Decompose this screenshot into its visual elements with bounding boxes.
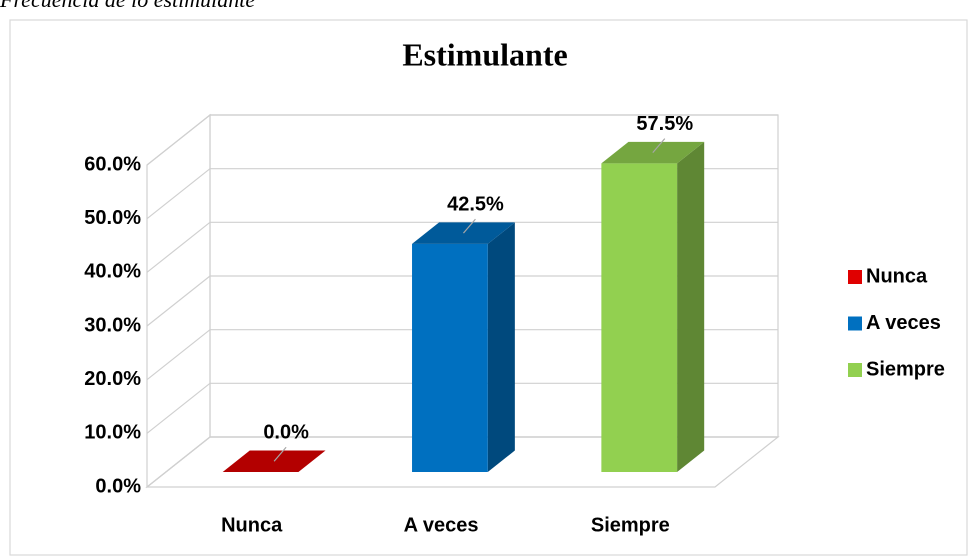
y-tick-label: 0.0% xyxy=(95,475,141,497)
grid-line xyxy=(146,114,778,166)
bar-side xyxy=(677,141,705,472)
bar-front xyxy=(412,243,488,472)
leader-line xyxy=(652,138,666,154)
y-tick-label: 40.0% xyxy=(84,261,141,283)
legend-label: Siempre xyxy=(866,358,945,380)
x-tick-label: A veces xyxy=(404,514,479,536)
bar-front xyxy=(601,163,678,472)
bar-side xyxy=(487,222,515,472)
legend-label: A veces xyxy=(866,312,941,334)
y-tick-label: 20.0% xyxy=(84,368,141,390)
grid-line xyxy=(146,436,778,488)
legend-swatch xyxy=(848,363,862,377)
caption: Frecuencia de lo estimulante xyxy=(0,0,255,12)
y-tick-label: 10.0% xyxy=(84,422,141,444)
x-tick-label: Nunca xyxy=(221,514,283,536)
grid-line xyxy=(146,382,778,434)
legend-swatch xyxy=(848,316,862,331)
leader-line xyxy=(462,218,476,234)
grid-line xyxy=(146,221,778,273)
value-label: 57.5% xyxy=(636,113,693,135)
legend-swatch xyxy=(848,270,862,284)
x-tick-label: Siempre xyxy=(591,514,670,536)
legend-label: Nunca xyxy=(866,265,928,287)
value-label: 0.0% xyxy=(263,422,309,444)
y-tick-label: 60.0% xyxy=(84,153,141,175)
value-label: 42.5% xyxy=(447,193,504,215)
chart-title: Estimulante xyxy=(402,36,567,72)
y-tick-label: 50.0% xyxy=(84,207,141,229)
grid-line xyxy=(146,275,778,327)
y-tick-label: 30.0% xyxy=(84,314,141,336)
grid-line xyxy=(146,168,778,220)
grid-line xyxy=(146,329,778,381)
leader-line xyxy=(273,446,287,462)
